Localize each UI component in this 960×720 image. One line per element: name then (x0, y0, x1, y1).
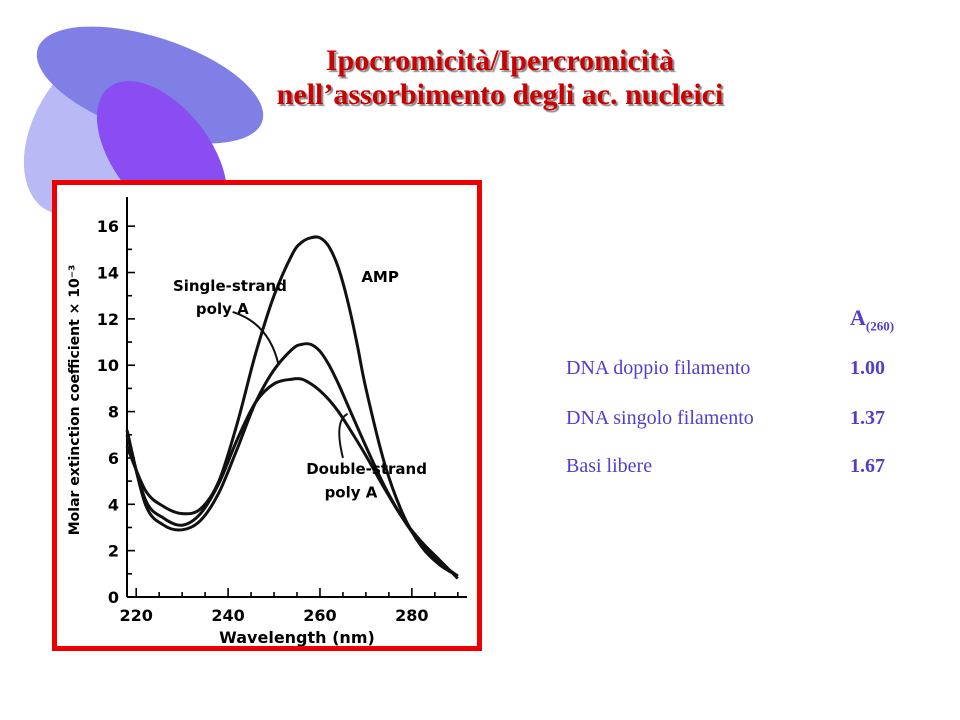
x-tick-label: 240 (211, 606, 244, 625)
y-tick-label: 0 (108, 588, 119, 607)
row-value: 1.00 (850, 357, 885, 379)
y-tick-label: 2 (108, 542, 119, 561)
absorbance-header: A(260) (850, 305, 894, 334)
title-line-1: Ipocromicità/Ipercromicità (325, 44, 675, 77)
row-label: Basi libere (566, 455, 653, 477)
y-tick-label: 10 (97, 356, 119, 375)
row-value: 1.37 (850, 407, 885, 429)
y-tick-label: 12 (97, 310, 119, 329)
x-axis-label: Wavelength (nm) (219, 628, 375, 646)
chart-frame: 0 2 4 6 8 10 12 14 16 220 240 260 280 Wavelength (nm)… (52, 180, 482, 651)
x-tick-label: 280 (395, 606, 428, 625)
title-line-2: nell’assorbimento degli ac. nucleici (276, 78, 724, 111)
y-tick-label: 16 (97, 217, 119, 236)
extinction-chart: 0 2 4 6 8 10 12 14 16 220 240 260 280 Wavelength (nm)… (67, 197, 467, 646)
row-value: 1.67 (850, 455, 885, 477)
y-tick-label: 4 (108, 495, 119, 514)
y-tick-label: 8 (108, 403, 119, 422)
absorbance-header-main: A (850, 305, 866, 330)
annotation-ds1: Double-strand (306, 460, 427, 478)
chart-series (125, 235, 459, 580)
x-tick-label: 260 (303, 606, 336, 625)
series-line-amp (125, 235, 459, 578)
row-label: DNA singolo filamento (566, 407, 754, 429)
pointer-single-strand (232, 310, 280, 366)
y-tick-label: 6 (108, 449, 119, 468)
y-tick-label: 14 (97, 264, 119, 283)
annotation-ds2: poly A (325, 483, 378, 501)
absorbance-header-sub: (260) (865, 318, 895, 334)
annotation-amp: AMP (361, 268, 399, 286)
ellipse-mid (36, 26, 264, 144)
annotation-ss1: Single-strand (173, 277, 287, 295)
y-axis-label: Molar extinction coefficient × 10⁻³ (67, 265, 83, 536)
pointer-double-strand (338, 413, 349, 459)
chart-axes: 0 2 4 6 8 10 12 14 16 220 240 260 280 Wavelength (nm)… (67, 197, 467, 646)
page-title: Ipocromicità/Ipercromicità nell’assorbim… (180, 44, 820, 112)
series-line-double-strand-poly-a (125, 377, 459, 580)
row-label: DNA doppio filamento (566, 357, 751, 379)
x-tick-label: 220 (119, 606, 152, 625)
